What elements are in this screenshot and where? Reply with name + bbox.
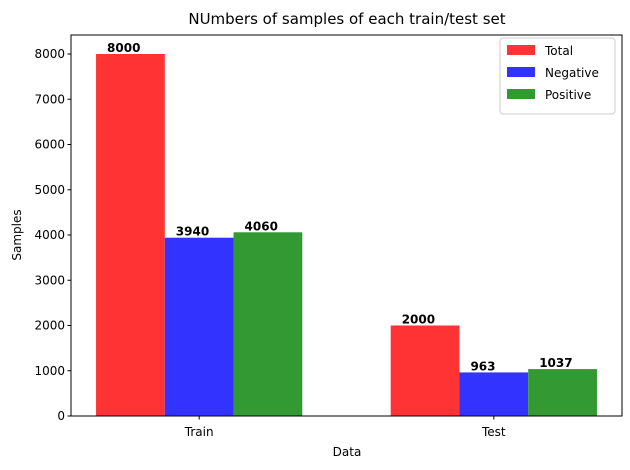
data-label-positive-test: 1037 [539, 356, 572, 370]
legend-swatch-total [507, 45, 535, 55]
y-tick-label: 7000 [34, 92, 65, 106]
y-axis-label: Samples [10, 209, 24, 260]
bar-negative-train [164, 237, 234, 416]
x-axis-ticks: Train Test [184, 416, 506, 439]
y-tick-label: 4000 [34, 228, 65, 242]
y-tick-label: 1000 [34, 364, 65, 378]
chart-title: NUmbers of samples of each train/test se… [188, 10, 505, 28]
data-label-total-test: 2000 [402, 313, 435, 327]
bars-group [96, 54, 597, 416]
legend-swatch-negative [507, 67, 535, 77]
y-tick-label: 3000 [34, 273, 65, 287]
legend-label-negative: Negative [545, 66, 599, 80]
bar-positive-test [528, 369, 597, 416]
legend-swatch-positive [507, 89, 535, 99]
data-label-positive-train: 4060 [245, 219, 278, 233]
legend-label-positive: Positive [545, 88, 591, 102]
y-tick-label: 8000 [34, 47, 65, 61]
x-axis-label: Data [333, 445, 362, 459]
x-tick-label-train: Train [184, 425, 214, 439]
plot-frame [70, 34, 623, 417]
legend: Total Negative Positive [499, 37, 616, 115]
y-tick-label: 0 [57, 409, 65, 423]
legend-label-total: Total [544, 44, 573, 58]
y-tick-label: 5000 [34, 183, 65, 197]
y-tick-label: 6000 [34, 138, 65, 152]
bar-total-train [96, 54, 165, 416]
bar-negative-test [459, 372, 529, 416]
bar-positive-train [233, 232, 303, 416]
data-label-negative-test: 963 [470, 359, 495, 373]
data-label-total-train: 8000 [107, 41, 140, 55]
bar-total-test [390, 325, 460, 416]
data-label-negative-train: 3940 [176, 225, 209, 239]
y-axis-ticks: 0 1000 2000 3000 4000 5000 6000 7000 8000 [34, 47, 71, 423]
data-labels: 8000 2000 3940 963 4060 1037 [107, 41, 573, 373]
x-tick-label-test: Test [481, 425, 506, 439]
y-tick-label: 2000 [34, 319, 65, 333]
